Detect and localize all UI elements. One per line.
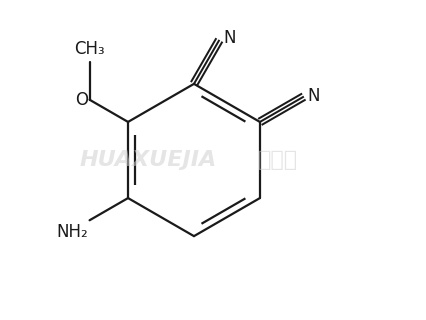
Text: CH₃: CH₃ xyxy=(74,41,105,59)
Text: NH₂: NH₂ xyxy=(56,223,88,241)
Text: N: N xyxy=(308,87,320,105)
Text: 化学加: 化学加 xyxy=(257,150,297,170)
Text: O: O xyxy=(75,91,88,109)
Text: N: N xyxy=(224,29,236,47)
Text: HUAXUEJIA: HUAXUEJIA xyxy=(80,150,217,170)
